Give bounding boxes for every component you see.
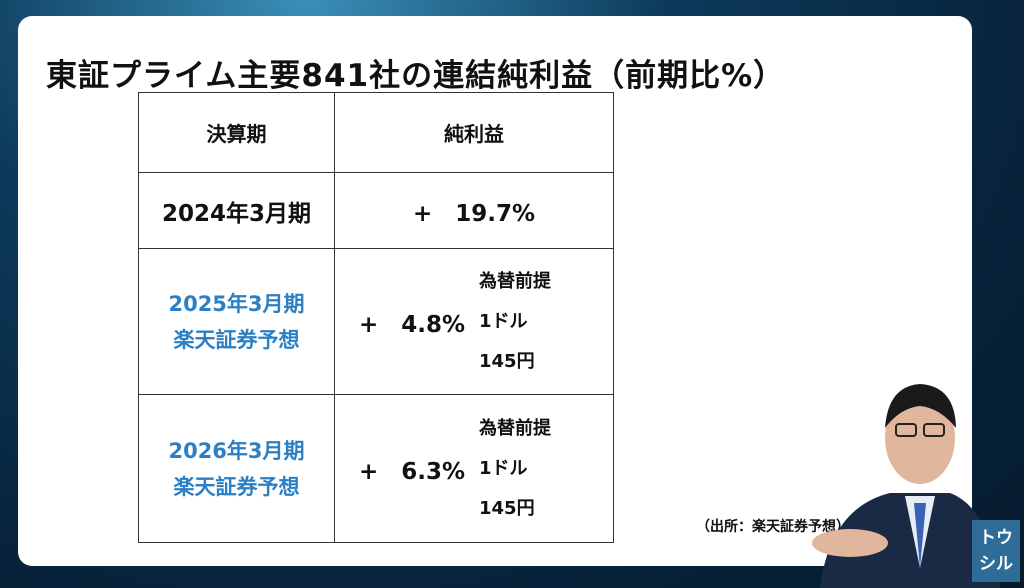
header-row: 決算期 純利益 xyxy=(138,92,614,173)
change-cell: + 6.3% 為替前提 1ドル 145円 xyxy=(334,394,614,543)
slide: 東証プライム主要841社の連結純利益（前期比%） 決算期 純利益 2024年3月… xyxy=(18,16,972,566)
period-cell: 2026年3月期 楽天証券予想 xyxy=(138,394,335,543)
period-sub: 楽天証券予想 xyxy=(173,474,300,499)
fx-note: 為替前提 1ドル 145円 xyxy=(479,409,589,529)
logo-line: シル xyxy=(979,554,1013,574)
change: + 4.8% xyxy=(359,311,466,338)
period-cell: 2024年3月期 xyxy=(138,172,335,249)
note-line: 為替前提 xyxy=(479,270,551,292)
note-line: 為替前提 xyxy=(479,417,551,439)
presenter xyxy=(812,384,1000,588)
logo: トウ シル xyxy=(972,520,1020,582)
note-line: 1ドル xyxy=(479,457,528,479)
note-line: 145円 xyxy=(479,497,535,519)
change-cell: + 19.7% xyxy=(334,172,614,249)
period-sub: 楽天証券予想 xyxy=(173,327,300,352)
suit xyxy=(820,493,1000,588)
glasses xyxy=(923,423,945,437)
note-line: 1ドル xyxy=(479,310,528,332)
note-line: 145円 xyxy=(479,350,535,372)
period: 2025年3月期 xyxy=(168,291,305,316)
slide-title: 東証プライム主要841社の連結純利益（前期比%） xyxy=(46,58,786,94)
change: + 6.3% xyxy=(359,458,466,485)
glasses xyxy=(895,423,917,437)
row: 2026年3月期 楽天証券予想 + 6.3% 為替前提 1ドル 145円 xyxy=(138,394,614,543)
period: 2026年3月期 xyxy=(168,438,305,463)
hair xyxy=(885,384,956,428)
fx-note: 為替前提 1ドル 145円 xyxy=(479,262,589,382)
change-cell: + 4.8% 為替前提 1ドル 145円 xyxy=(334,248,614,395)
tie xyxy=(914,503,926,568)
data-table: 決算期 純利益 2024年3月期 + 19.7% 2025年3月期 楽天証券予想 … xyxy=(138,92,614,543)
period-cell: 2025年3月期 楽天証券予想 xyxy=(138,248,335,395)
header-cell: 純利益 xyxy=(334,92,614,173)
source-note: （出所：楽天証券予想） xyxy=(696,519,850,535)
logo-line: トウ xyxy=(979,528,1013,548)
hand xyxy=(812,529,888,557)
header-cell: 決算期 xyxy=(138,92,335,173)
face xyxy=(885,392,955,484)
row: 2025年3月期 楽天証券予想 + 4.8% 為替前提 1ドル 145円 xyxy=(138,248,614,395)
row: 2024年3月期 + 19.7% xyxy=(138,172,614,249)
